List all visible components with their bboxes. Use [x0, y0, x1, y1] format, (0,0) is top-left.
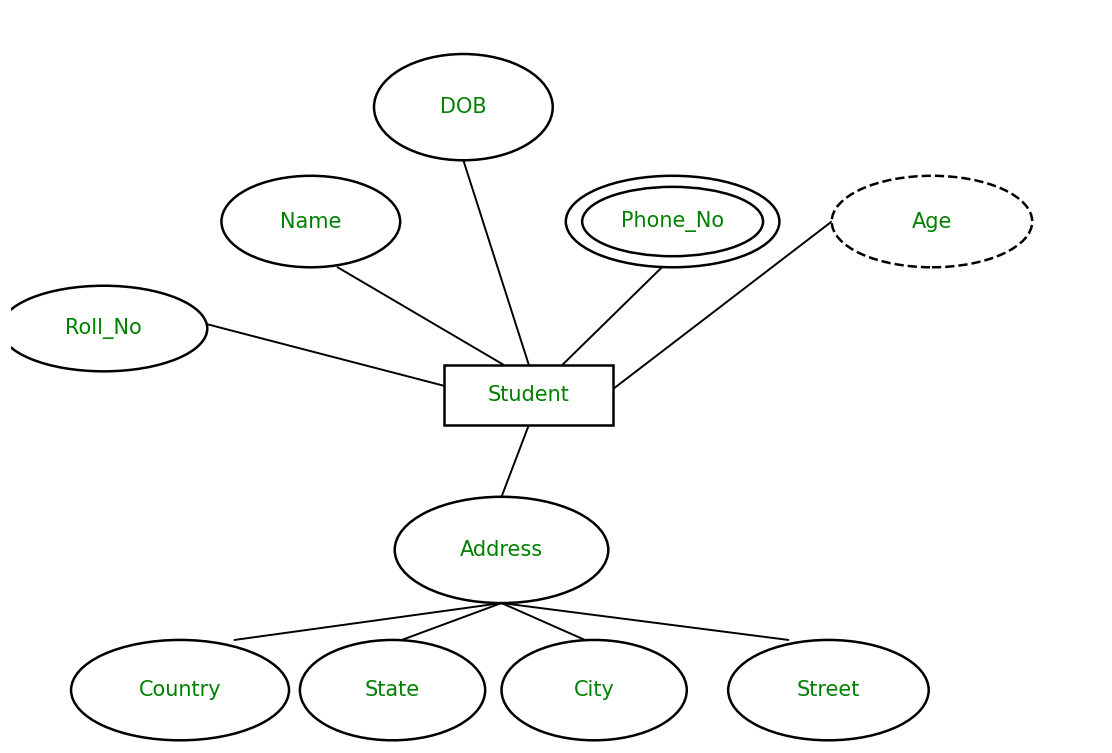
Text: City: City — [574, 680, 615, 700]
Ellipse shape — [566, 175, 780, 267]
Text: Address: Address — [460, 540, 543, 560]
Text: Age: Age — [912, 212, 952, 231]
Ellipse shape — [728, 640, 929, 740]
Ellipse shape — [395, 497, 608, 603]
Ellipse shape — [832, 175, 1032, 267]
Text: DOB: DOB — [440, 97, 487, 117]
Ellipse shape — [221, 175, 400, 267]
Text: Student: Student — [488, 385, 569, 405]
Ellipse shape — [71, 640, 289, 740]
Text: State: State — [365, 680, 420, 700]
Ellipse shape — [502, 640, 687, 740]
Ellipse shape — [300, 640, 485, 740]
Ellipse shape — [374, 54, 553, 160]
Text: Name: Name — [280, 212, 341, 231]
Text: Country: Country — [139, 680, 221, 700]
Text: Phone_No: Phone_No — [620, 211, 724, 232]
Text: Roll_No: Roll_No — [66, 318, 142, 339]
Ellipse shape — [0, 285, 207, 371]
Text: Street: Street — [797, 680, 860, 700]
FancyBboxPatch shape — [445, 364, 613, 425]
